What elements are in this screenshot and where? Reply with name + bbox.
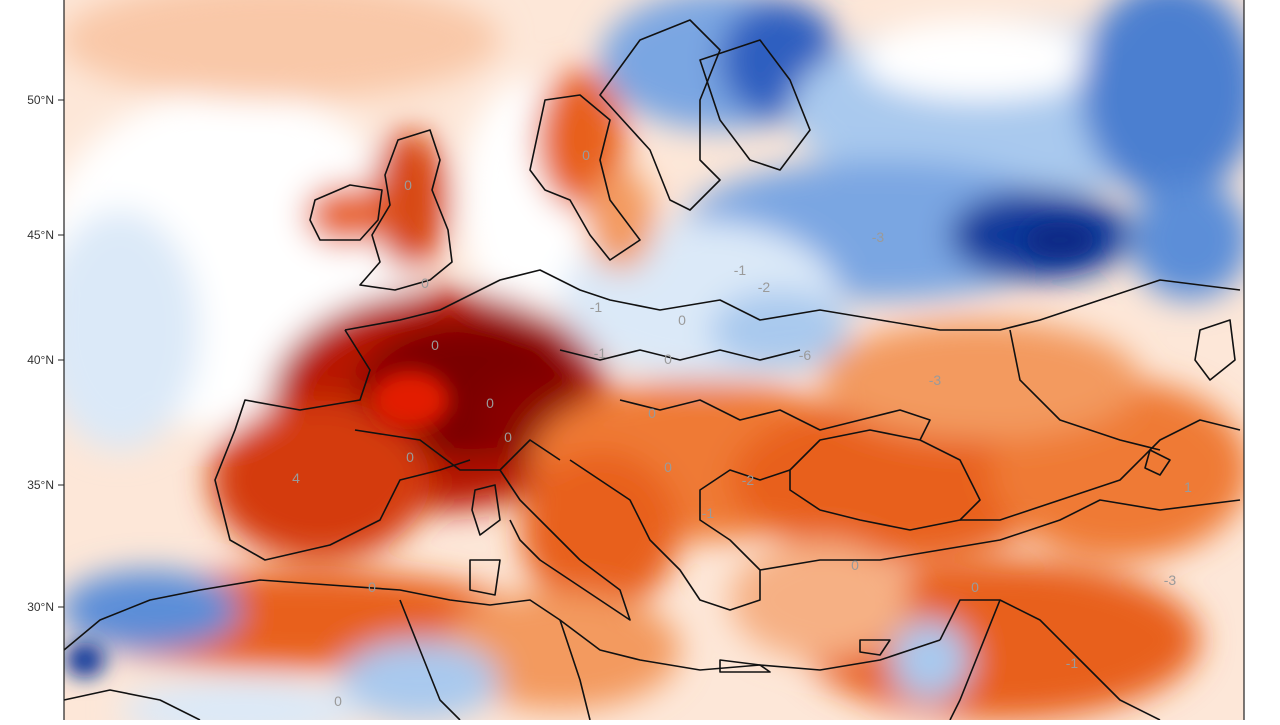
latitude-axis: 50°N 45°N 40°N 35°N 30°N (27, 93, 64, 614)
grid-value: 0 (971, 579, 979, 595)
grid-value: 0 (648, 405, 656, 421)
lat-label-45n: 45°N (27, 228, 54, 242)
grid-value: 0 (664, 351, 672, 367)
grid-value: 0 (678, 312, 686, 328)
grid-value: -1 (594, 345, 607, 361)
grid-value: -6 (799, 347, 812, 363)
grid-value: -2 (742, 472, 755, 488)
anomaly-shading (64, 0, 1244, 720)
lat-label-40n: 40°N (27, 353, 54, 367)
grid-value: 0 (504, 429, 512, 445)
grid-value: 0 (486, 395, 494, 411)
grid-value: -3 (1164, 572, 1177, 588)
country-borders (63, 19, 1241, 721)
grid-value-labels: 0 0 0 0 0 0 0 0 -1 -1 -6 -1 -3 -2 0 4 0 … (292, 147, 1192, 709)
grid-value: 0 (421, 275, 429, 291)
lat-label-35n: 35°N (27, 478, 54, 492)
grid-value: -2 (758, 279, 771, 295)
anomaly-peaks (65, 222, 1095, 678)
grid-value: 0 (582, 147, 590, 163)
grid-value: 0 (664, 459, 672, 475)
grid-value: -1 (702, 505, 715, 521)
lat-label-50n: 50°N (27, 93, 54, 107)
grid-value: -1 (734, 262, 747, 278)
grid-value: 4 (292, 470, 300, 486)
grid-value: -3 (872, 229, 885, 245)
grid-value: 1 (1184, 479, 1192, 495)
grid-value: -3 (929, 372, 942, 388)
grid-value: -1 (1066, 655, 1079, 671)
grid-value: 0 (334, 693, 342, 709)
grid-value: 0 (406, 449, 414, 465)
grid-value: 0 (368, 579, 376, 595)
lat-label-30n: 30°N (27, 600, 54, 614)
anomaly-field (64, 0, 1244, 720)
grid-value: 0 (431, 337, 439, 353)
grid-value: 0 (404, 177, 412, 193)
grid-value: -1 (590, 299, 603, 315)
grid-value: 0 (851, 557, 859, 573)
